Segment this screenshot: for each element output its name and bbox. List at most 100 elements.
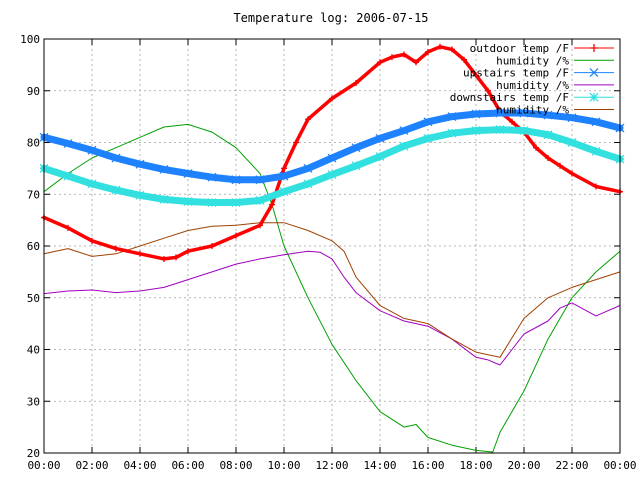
data-point: [495, 125, 505, 135]
x-tick-label: 10:00: [267, 459, 300, 472]
data-point: [135, 159, 145, 169]
data-point: [159, 194, 169, 204]
data-point: [329, 95, 335, 102]
data-point: [447, 112, 457, 122]
data-point: [63, 139, 73, 148]
data-point: [437, 43, 443, 50]
series-line: [43, 222, 621, 358]
y-tick-label: 50: [27, 292, 40, 305]
data-point: [389, 54, 395, 61]
data-point: [377, 59, 383, 66]
data-point: [401, 51, 407, 58]
legend-entry: downstairs temp /F: [450, 91, 614, 104]
series-line: [43, 250, 621, 366]
series-2: [39, 108, 625, 185]
data-point: [557, 162, 563, 169]
data-point: [87, 179, 97, 189]
x-tick-label: 00:00: [27, 459, 60, 472]
data-point: [255, 196, 265, 205]
legend-entry: outdoor temp /F: [470, 42, 614, 55]
series-0: [41, 43, 623, 262]
data-point: [303, 163, 313, 173]
data-point: [159, 164, 169, 174]
data-point: [591, 117, 601, 127]
legend-entry: humidity /%: [496, 104, 614, 117]
data-point: [137, 250, 143, 257]
x-tick-label: 20:00: [507, 459, 540, 472]
x-tick-label: 22:00: [555, 459, 588, 472]
data-point: [593, 183, 599, 190]
data-point: [423, 117, 433, 127]
data-point: [591, 146, 601, 156]
y-tick-label: 60: [27, 240, 40, 253]
data-point: [413, 59, 419, 66]
data-point: [375, 133, 385, 143]
y-tick-label: 40: [27, 344, 40, 357]
legend-label: downstairs temp /F: [450, 91, 569, 104]
legend-entry: humidity /%: [496, 79, 614, 92]
data-point: [65, 224, 71, 231]
data-point: [63, 171, 73, 181]
series-1: [43, 123, 621, 453]
plot-frame: [43, 38, 621, 454]
data-point: [183, 169, 193, 179]
data-point: [89, 237, 95, 244]
data-point: [543, 110, 553, 120]
data-point: [209, 243, 215, 249]
data-point: [519, 126, 529, 136]
data-point: [255, 175, 265, 185]
legend-label: upstairs temp /F: [463, 67, 569, 80]
data-point: [233, 232, 239, 239]
data-point: [473, 72, 479, 79]
x-tick-label: 14:00: [363, 459, 396, 472]
data-point: [183, 197, 193, 206]
data-point: [485, 87, 491, 94]
data-point: [495, 108, 505, 118]
y-tick-label: 70: [27, 188, 40, 201]
data-point: [545, 155, 551, 162]
data-point: [589, 92, 599, 102]
data-point: [207, 198, 217, 207]
data-point: [327, 170, 337, 180]
data-point: [425, 48, 431, 55]
data-point: [399, 141, 409, 151]
y-tick-label: 100: [20, 33, 40, 46]
data-point: [353, 79, 359, 86]
data-point: [269, 201, 275, 208]
data-point: [567, 138, 577, 147]
data-point: [449, 46, 455, 53]
data-point: [471, 109, 481, 119]
data-point: [207, 172, 217, 182]
data-point: [351, 143, 361, 153]
x-tick-label: 18:00: [459, 459, 492, 472]
data-point: [543, 130, 553, 140]
data-point: [471, 126, 481, 136]
data-point: [351, 161, 361, 171]
data-point: [113, 245, 119, 252]
legend-label: outdoor temp /F: [470, 42, 569, 55]
data-point: [567, 113, 577, 123]
data-point: [569, 170, 575, 177]
series-5: [43, 222, 621, 358]
data-point: [303, 179, 313, 189]
data-point: [111, 185, 121, 195]
data-point: [111, 153, 121, 163]
data-point: [87, 145, 97, 155]
data-point: [281, 165, 287, 172]
data-point: [509, 118, 515, 125]
data-point: [231, 175, 241, 185]
data-point: [423, 133, 433, 143]
data-point: [375, 152, 385, 161]
data-point: [185, 248, 191, 255]
data-point: [589, 68, 599, 78]
legend-entry: humidity /%: [496, 54, 614, 67]
legend-label: humidity /%: [496, 104, 569, 117]
legend-entry: upstairs temp /F: [463, 67, 614, 80]
axis-ticks: 20 30 40 50 60 70 80 90 100 00:00 02:00 04:00 06:00 0…: [20, 33, 636, 472]
chart-title: Temperature log: 2006-07-15: [233, 11, 428, 25]
data-point: [590, 44, 598, 52]
data-point: [447, 128, 457, 138]
data-point: [279, 171, 289, 181]
data-point: [257, 222, 263, 229]
